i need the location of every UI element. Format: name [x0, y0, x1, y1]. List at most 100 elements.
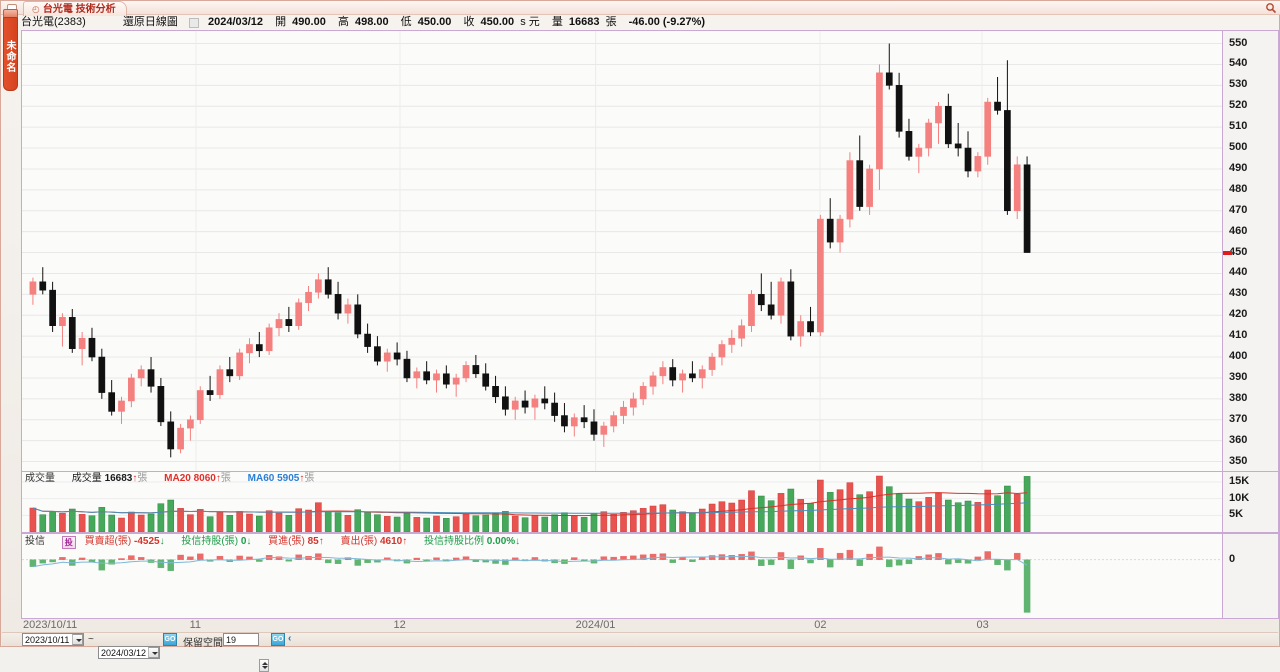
price-tick-label: 480 [1229, 182, 1248, 195]
price-tick-label: 490 [1229, 161, 1248, 174]
reserve-go-button[interactable]: GO [271, 633, 285, 646]
indicator-i5-label: 投信持股比例 [424, 536, 485, 547]
time-tick-label: 2023/10/11 [23, 619, 78, 631]
institutional-indicator-panel[interactable] [21, 533, 1223, 619]
indicator-i4-arrow: ↑ [402, 536, 408, 547]
quote-volume-unit: 張 [605, 16, 617, 28]
date-to-value: 2024/03/12 [101, 648, 147, 658]
quote-low-value: 450.00 [417, 16, 452, 28]
volume-legend-ma60-value: 5905 [277, 473, 300, 484]
volume-tick-label: 10K [1229, 491, 1250, 504]
quote-open-label: 開 [275, 16, 287, 28]
volume-chart-panel[interactable] [21, 471, 1223, 533]
bottom-toolbar [2, 632, 1278, 646]
price-tick-label: 420 [1229, 308, 1248, 321]
volume-legend-vol-value: 16683 [104, 473, 133, 484]
price-chart-canvas [22, 31, 1222, 472]
reserve-space-input[interactable]: 19 [223, 633, 259, 646]
indicator-i4-label: 賣出(張) [340, 536, 378, 547]
volume-legend-vol-unit: 張 [137, 473, 148, 484]
date-to-dropdown-icon[interactable] [148, 647, 159, 658]
price-axis: 550 540 530 520 510 500 490 480 470 460 450 440 430 4… [1223, 30, 1279, 473]
quote-volume-value: 16683 [568, 16, 600, 28]
volume-legend-ma20-value: 8060 [193, 473, 216, 484]
price-tick-label: 350 [1229, 454, 1248, 467]
price-tick-label: 500 [1229, 141, 1248, 154]
price-tick-label: 450 [1229, 245, 1248, 258]
quote-symbol: 台光電(2383) [21, 16, 86, 28]
volume-legend-ma20-arrow: ↑ [215, 473, 221, 484]
date-from-dropdown-icon[interactable] [72, 634, 83, 645]
price-tick-label: 370 [1229, 412, 1248, 425]
indicator-i1-value: -4525 [134, 536, 160, 547]
price-tick-label: 430 [1229, 287, 1248, 300]
reserve-space-stepper[interactable] [259, 659, 269, 672]
indicator-i5-value: 0.00% [486, 536, 516, 547]
indicator-i2-label: 投信持股(張) [181, 536, 239, 547]
indicator-i5-arrow: ↓ [515, 536, 521, 547]
volume-legend: 成交量 成交量 16683↑張 MA20 8060↑張 MA60 5905↑張 [25, 472, 328, 485]
price-tick-label: 540 [1229, 57, 1248, 70]
time-axis: 2023/10/11 11 12 2024/01 02 03 [21, 619, 1223, 633]
quote-low-label: 低 [400, 16, 412, 28]
window-title-bar: ◴ 台光電 技術分析 [1, 1, 1280, 16]
price-tick-label: 390 [1229, 370, 1248, 383]
time-tick-label: 2024/01 [575, 619, 616, 631]
indicator-i4-value: 4610 [379, 536, 403, 547]
volume-legend-ma20-unit: 張 [220, 473, 231, 484]
chart-tab[interactable]: ◴ 台光電 技術分析 [23, 1, 127, 16]
volume-legend-ma20-label: MA20 [164, 473, 191, 484]
volume-tick-label: 15K [1229, 475, 1250, 487]
volume-legend-vol-label: 成交量 [71, 473, 102, 484]
date-to-input[interactable]: 2024/03/12 [98, 646, 160, 659]
time-tick-label: 12 [393, 619, 406, 631]
workspace-vertical-tab[interactable]: 未命名 [3, 17, 18, 91]
volume-chart-canvas [22, 475, 1222, 532]
quote-close-label: 收 [463, 16, 475, 28]
price-tick-label: 440 [1229, 266, 1248, 279]
indicator-axis: 0 [1223, 533, 1279, 619]
price-tick-label: 530 [1229, 78, 1248, 91]
indicator-i3-value: 85 [307, 536, 319, 547]
volume-legend-ma60-label: MA60 [247, 473, 275, 484]
date-range-separator: ~ [88, 634, 94, 645]
price-tick-label: 460 [1229, 224, 1248, 237]
collapse-panel-button[interactable]: ‹ [288, 633, 292, 644]
price-tick-label: 550 [1229, 36, 1248, 49]
quote-date: 2024/03/12 [207, 16, 264, 28]
volume-legend-ma60-arrow: ↑ [299, 473, 305, 484]
price-tick-label: 360 [1229, 433, 1248, 446]
date-from-input[interactable]: 2023/10/11 [22, 633, 84, 646]
quote-chart-mode: 還原日線圖 [122, 16, 178, 28]
time-tick-label: 03 [976, 619, 989, 631]
volume-legend-title: 成交量 [25, 473, 55, 484]
price-tick-label: 510 [1229, 120, 1248, 133]
time-tick-label: 11 [189, 619, 201, 631]
price-chart-panel[interactable] [21, 30, 1223, 473]
price-tick-label: 520 [1229, 99, 1248, 112]
volume-legend-ma60-unit: 張 [304, 473, 315, 484]
indicator-i3-label: 買進(張) [268, 536, 305, 547]
indicator-legend-title: 投信 [25, 536, 45, 547]
price-tick-label: 380 [1229, 391, 1248, 404]
indicator-i1-arrow: ↓ [159, 536, 165, 547]
search-icon[interactable] [1265, 2, 1277, 14]
quote-volume-label: 量 [551, 16, 563, 28]
quote-high-value: 498.00 [354, 16, 389, 28]
chart-tab-icon: ◴ [32, 4, 40, 14]
chart-tab-label: 台光電 技術分析 [42, 4, 116, 15]
volume-legend-vol-arrow: ↑ [132, 473, 138, 484]
indicator-i2-value: 0 [240, 536, 247, 547]
quote-high-label: 高 [337, 16, 349, 28]
date-go-button[interactable]: GO [163, 633, 177, 646]
indicator-chip-icon: 投 [61, 536, 76, 549]
price-tick-label: 410 [1229, 329, 1248, 342]
price-tick-label: 400 [1229, 350, 1248, 363]
reserve-space-label: 保留空間 [183, 638, 223, 649]
quote-close-suffix: s 元 [520, 16, 540, 28]
indicator-i3-arrow: ↑ [318, 536, 324, 547]
indicator-i2-arrow: ↓ [246, 536, 252, 547]
indicator-chart-canvas [22, 546, 1222, 613]
date-from-value: 2023/10/11 [25, 635, 70, 645]
